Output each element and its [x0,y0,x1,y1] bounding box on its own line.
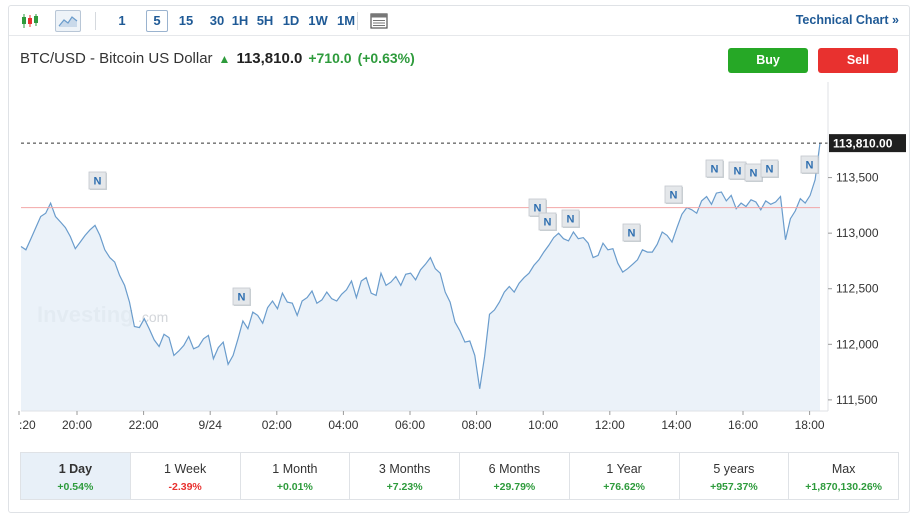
timeframe-5[interactable]: 5 [146,10,168,32]
range-label: 6 Months [488,462,541,476]
news-marker [538,212,557,231]
range-label: 3 Months [378,462,431,476]
x-tick-label: 06:00 [395,418,425,432]
range-change-percent: +29.79% [493,481,536,493]
current-price-label: 113,810.00 [833,137,893,151]
range-change-percent: +0.01% [276,481,313,493]
y-tick-label: 112,000 [836,337,879,351]
price-change-percent: (+0.63%) [357,50,415,66]
news-marker [705,159,724,178]
y-tick-label: 112,500 [836,282,879,296]
timeframe-1m[interactable]: 1M [336,13,356,28]
toolbar-divider [357,12,358,30]
range-change-percent: +957.37% [710,481,758,493]
news-marker-label: N [567,214,575,226]
up-arrow-icon: ▲ [218,52,231,66]
news-marker [664,185,683,204]
price-area [21,143,820,411]
y-tick-label: 111,500 [836,393,878,407]
news-marker [88,171,107,190]
timeframe-1d[interactable]: 1D [282,13,300,28]
range-change-percent: +7.23% [386,481,423,493]
range-change-percent: +76.62% [603,481,645,493]
last-price: 113,810.0 [236,50,303,67]
range-max[interactable]: Max +1,870,130.26% [789,453,898,499]
price-chart: Investing.com111,500112,000112,500113,00… [18,82,906,432]
news-marker-label: N [734,166,742,178]
y-tick-label: 113,000 [836,226,879,240]
instrument-name: BTC/USD - Bitcoin US Dollar [20,50,213,67]
x-tick-label: 12:00 [595,418,625,432]
range-1-day[interactable]: 1 Day +0.54% [21,453,131,499]
range-label: 1 Week [164,462,207,476]
x-tick-label: 18:00 [795,418,825,432]
news-marker-label: N [628,228,636,240]
news-marker-label: N [238,292,246,304]
instrument-header: BTC/USD - Bitcoin US Dollar ▲ 113,810.0 … [20,50,415,67]
news-marker [561,209,580,228]
news-marker-label: N [544,217,552,229]
news-marker-label: N [750,168,758,180]
double-chevron-right-icon: » [892,13,899,27]
range-change-percent: +1,870,130.26% [805,481,883,493]
range-1-year[interactable]: 1 Year +76.62% [570,453,680,499]
news-marker-label: N [766,164,774,176]
timeframe-30[interactable]: 30 [209,13,225,28]
range-label: Max [831,462,856,476]
news-marker [232,287,251,306]
x-tick-label: :20 [19,418,36,432]
news-marker-label: N [711,164,719,176]
news-marker [760,159,779,178]
buy-button[interactable]: Buy [728,48,808,73]
x-tick-label: 02:00 [262,418,292,432]
y-tick-label: 113,500 [836,171,879,185]
range-change-percent: +0.54% [57,481,94,493]
x-tick-label: 08:00 [462,418,492,432]
table-icon[interactable] [367,10,391,32]
news-marker [800,155,819,174]
range-change-percent: -2.39% [168,481,202,493]
news-marker-label: N [94,176,102,188]
range-6-months[interactable]: 6 Months +29.79% [460,453,570,499]
news-marker [622,223,641,242]
x-tick-label: 22:00 [129,418,159,432]
news-marker [528,198,547,217]
timeframe-5h[interactable]: 5H [256,13,274,28]
timeframe-15[interactable]: 15 [178,13,194,28]
news-marker-label: N [670,190,678,202]
chart-toolbar: 1 5 15 30 1H 5H 1D 1W 1M Technical Chart » [9,6,909,36]
timeframe-1w[interactable]: 1W [308,13,328,28]
news-marker-label: N [534,203,542,215]
range-1-month[interactable]: 1 Month +0.01% [241,453,351,499]
timeframe-1h[interactable]: 1H [231,13,249,28]
technical-chart-link[interactable]: Technical Chart » [796,13,899,27]
current-price-box [829,134,906,153]
x-tick-label: 04:00 [328,418,358,432]
x-tick-label: 9/24 [199,418,223,432]
range-label: 1 Month [272,462,318,476]
area-chart-icon[interactable] [55,10,81,32]
x-tick-label: 10:00 [528,418,558,432]
range-1-week[interactable]: 1 Week -2.39% [131,453,241,499]
range-label: 5 years [713,462,755,476]
timeframe-1[interactable]: 1 [118,13,126,28]
range-5-years[interactable]: 5 years +957.37% [680,453,790,499]
x-tick-label: 14:00 [661,418,691,432]
x-tick-label: 20:00 [62,418,92,432]
range-label: 1 Day [58,462,93,476]
time-range-selector: 1 Day +0.54% 1 Week -2.39% 1 Month +0.01% 3 Mo… [20,452,899,500]
news-marker-label: N [806,160,814,172]
candlestick-icon[interactable] [19,10,41,32]
sell-button[interactable]: Sell [818,48,898,73]
range-label: 1 Year [606,462,642,476]
price-change: +710.0 [308,50,352,66]
chart-widget: 1 5 15 30 1H 5H 1D 1W 1M Technical Chart » BTC/U… [8,5,910,513]
technical-chart-label: Technical Chart [795,13,889,27]
toolbar-divider [95,12,96,30]
range-3-months[interactable]: 3 Months +7.23% [350,453,460,499]
x-tick-label: 16:00 [728,418,758,432]
